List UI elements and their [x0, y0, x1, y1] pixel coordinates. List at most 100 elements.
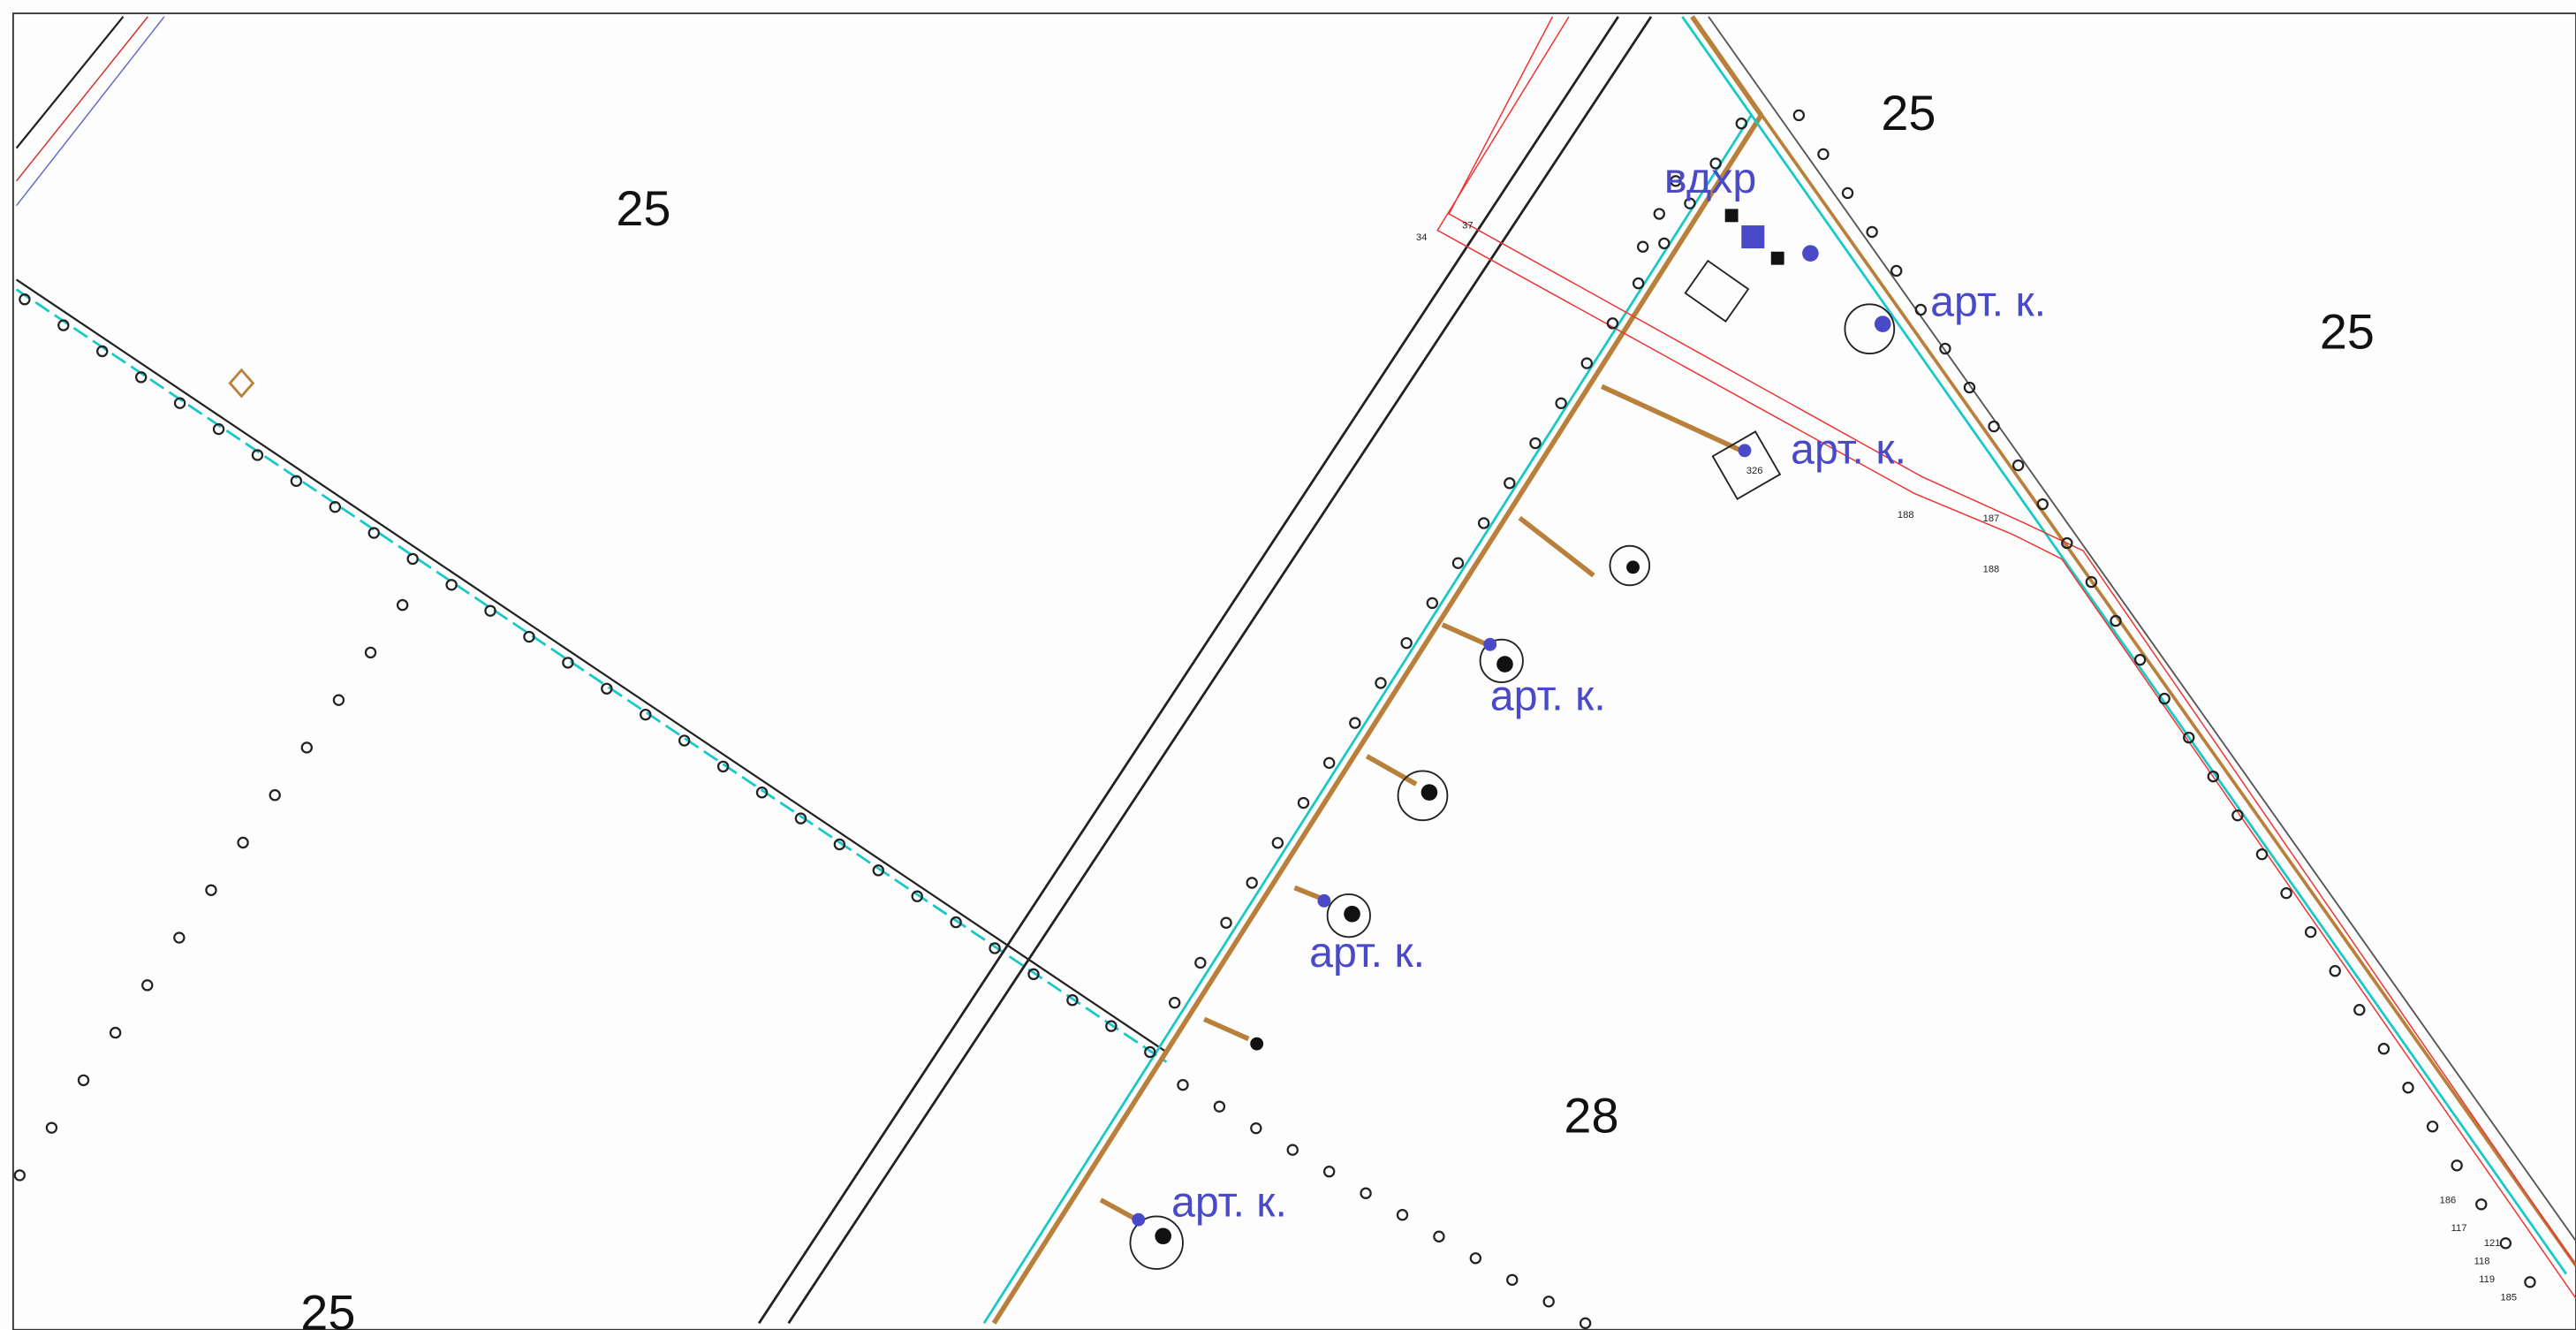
dot [173, 931, 186, 944]
map-label: арт. к. [1791, 426, 1906, 474]
dot [2426, 1121, 2439, 1133]
dot [1194, 956, 1207, 969]
map-label: 326 [1746, 466, 1763, 476]
dot [1297, 796, 1310, 809]
dot [1579, 1317, 1592, 1330]
line [16, 16, 148, 182]
map-label: 34 [1416, 232, 1427, 243]
dot [833, 838, 846, 851]
dot [1653, 208, 1665, 220]
dot [1792, 109, 1806, 122]
dot [1213, 1100, 1226, 1113]
map-label: 37 [1462, 221, 1473, 232]
dot [1360, 1187, 1372, 1199]
dot [367, 527, 380, 539]
map-label: 121 [2484, 1238, 2501, 1249]
map-label: арт. к. [1490, 673, 1606, 720]
map-label: арт. к. [1309, 929, 1425, 977]
dot [1939, 342, 1951, 355]
dot [640, 708, 652, 721]
dot [2329, 965, 2341, 977]
dot [872, 864, 884, 877]
map-label: 25 [300, 1285, 355, 1330]
dot [2499, 1237, 2512, 1250]
map-label: вдхр [1664, 155, 1756, 202]
dot [1988, 420, 2000, 433]
dot [329, 500, 342, 513]
dot [1027, 968, 1040, 981]
pipeline [982, 114, 1753, 1325]
dot [300, 741, 313, 754]
dot [1271, 837, 1284, 849]
dot [1841, 186, 1854, 200]
dot [2524, 1276, 2536, 1288]
map-label: 188 [1898, 510, 1914, 521]
dot [1817, 148, 1830, 161]
dot [2110, 614, 2122, 627]
line [15, 16, 125, 149]
features [13, 15, 2576, 1330]
dot [1349, 717, 1361, 729]
dot [562, 657, 574, 669]
dot [1375, 677, 1387, 689]
dot [19, 293, 31, 306]
dot [1506, 1273, 1519, 1286]
map-label: арт. к. [1930, 277, 2046, 325]
fence-dots [13, 109, 2536, 1330]
road [787, 16, 1653, 1325]
dot [755, 787, 769, 799]
dot [1529, 437, 1542, 450]
dot [2475, 1198, 2488, 1211]
dot [2061, 536, 2073, 550]
dot [332, 694, 345, 706]
dot [13, 1169, 27, 1182]
dot [989, 942, 1001, 954]
dot [2231, 809, 2244, 822]
dot [1220, 916, 1232, 929]
dot [1105, 1020, 1118, 1032]
dot [445, 579, 458, 591]
branches [1099, 384, 1746, 1222]
dot [2085, 575, 2098, 589]
dot [1658, 237, 1671, 250]
dot [109, 1026, 122, 1039]
dot [269, 789, 281, 802]
dot [57, 319, 70, 331]
map-label: 28 [1564, 1088, 1618, 1144]
dot [2451, 1159, 2463, 1172]
dot [1451, 557, 1465, 569]
dot [1890, 264, 1903, 277]
road [758, 16, 1619, 1325]
dot [205, 884, 217, 896]
dot [601, 682, 613, 695]
dot [364, 646, 377, 659]
dot [1144, 1045, 1156, 1059]
dot [2183, 731, 2195, 744]
dot [1177, 1078, 1189, 1091]
map-label: 25 [616, 180, 671, 236]
line [16, 16, 165, 207]
pipeline [15, 278, 1168, 1053]
dot [1636, 240, 1649, 253]
dot [2353, 1004, 2366, 1016]
dot [2036, 498, 2049, 511]
dot [716, 760, 730, 773]
dot [1735, 118, 1747, 130]
dot [2255, 847, 2269, 861]
dot [1670, 175, 1682, 187]
dot [1400, 636, 1413, 650]
dot [1477, 517, 1490, 529]
map-label: 186 [2440, 1196, 2457, 1206]
map-label: 119 [2479, 1274, 2495, 1285]
map-label: арт. к. [1171, 1178, 1287, 1226]
dot [173, 397, 186, 409]
dot [1426, 597, 1439, 610]
dot [1250, 1121, 1262, 1135]
dot [2377, 1043, 2390, 1055]
dot [141, 979, 154, 992]
dot [251, 449, 264, 461]
dot [1555, 397, 1567, 409]
dot [77, 1074, 90, 1087]
